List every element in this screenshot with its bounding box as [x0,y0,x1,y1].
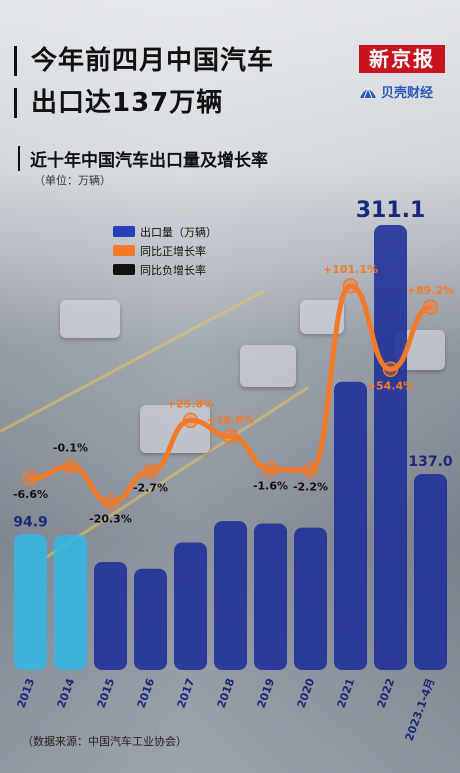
rate-point-2021 [342,278,359,294]
x-tick-label: 2022 [375,677,398,710]
rate-point-2017 [182,412,199,429]
bar-2016 [134,568,167,670]
rate-label: -0.1% [53,442,88,455]
rate-point-2014 [62,458,79,475]
rate-point-2019 [262,461,279,478]
x-tick-label: 2017 [175,677,198,710]
bar-2023.1-4月 [414,474,447,670]
chart-title: 近十年中国汽车出口量及增长率 [18,146,268,171]
bar-2015 [94,562,127,670]
legend-swatch [113,264,135,275]
rate-point-2015 [102,494,119,511]
x-tick-label: 2020 [295,676,318,710]
x-tick-label: 2016 [135,676,158,710]
rate-label: +54.4% [367,379,414,392]
rate-point-2018 [222,428,239,445]
rate-point-2022 [382,361,399,378]
headline-line1: 今年前四月中国汽车 [14,46,274,76]
headline-line2: 出口达137万辆 [14,88,223,118]
chart-unit: （单位：万辆） [34,174,111,187]
background-car [240,345,296,387]
legend-swatch [113,245,135,256]
rate-point-2023.1-4月 [422,299,439,315]
rate-label: -2.2% [293,480,328,493]
data-source: （数据来源：中国汽车工业协会） [22,735,187,748]
growth-rate-line [28,283,433,506]
bar-value-label: 311.1 [356,198,426,223]
x-tick-label: 2023.1-4月 [403,677,438,743]
x-tick-label: 2021 [335,677,358,710]
x-tick-label: 2019 [255,677,278,710]
rate-point-2016 [142,463,159,479]
legend-swatch [113,226,135,237]
sub-brand: 贝壳财经 [359,82,433,101]
rate-label: -6.6% [13,488,48,501]
bar-2020 [294,527,327,670]
bar-2014 [54,535,87,670]
x-tick-label: 2014 [55,676,78,710]
x-tick-label: 2013 [15,677,38,710]
bar-2017 [174,542,207,670]
bar-2013 [14,534,47,670]
legend-label: 同比负增长率 [140,263,206,277]
sub-brand-label: 贝壳财经 [381,86,434,101]
background-car [60,300,120,338]
rate-label: +101.1% [323,263,378,276]
rate-point-2020 [302,462,319,479]
background-car [140,405,210,453]
rate-label: +16.8% [207,413,254,426]
brand-logo: 新京报 [359,45,445,73]
bar-2018 [214,521,247,670]
legend-label: 同比正增长率 [140,244,206,258]
bar-2021 [334,381,367,670]
bar-value-label: 94.9 [13,514,48,530]
rate-label: -1.6% [253,479,288,492]
x-tick-label: 2018 [215,677,238,710]
rate-label: -2.7% [133,481,168,494]
rate-point-2013 [22,470,39,486]
shell-icon [360,86,376,98]
bar-2019 [254,523,287,670]
bar-2022 [374,225,407,670]
rate-label: -20.3% [89,513,132,526]
bar-value-label: 137.0 [408,454,453,470]
rate-label: +89.2% [407,284,454,297]
x-tick-label: 2015 [95,677,118,710]
legend-label: 出口量（万辆） [140,225,217,239]
rate-label: +25.8% [167,397,214,410]
